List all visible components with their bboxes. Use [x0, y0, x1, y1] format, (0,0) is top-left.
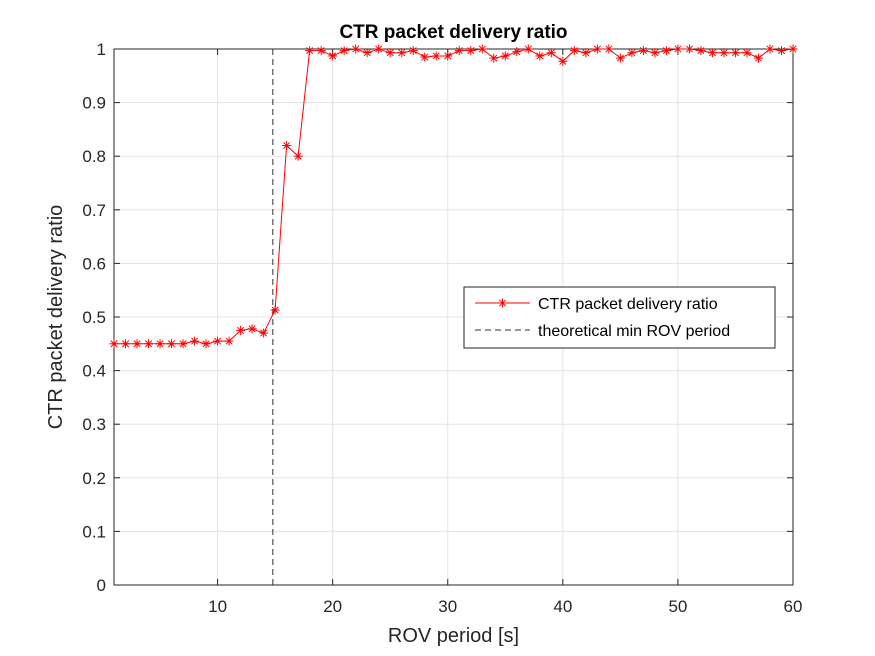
x-tick-label: 50: [668, 597, 687, 616]
y-tick-label: 0: [97, 576, 106, 595]
x-tick-label: 60: [784, 597, 803, 616]
data-point: [581, 48, 591, 58]
data-point: [788, 44, 798, 54]
data-point: [753, 53, 763, 63]
data-point: [569, 46, 579, 56]
x-tick-label: 30: [438, 597, 457, 616]
y-tick-label: 0.1: [82, 522, 106, 541]
data-point: [512, 47, 522, 57]
data-point: [742, 48, 752, 58]
data-point: [316, 46, 326, 56]
data-point: [489, 53, 499, 63]
legend-label-theoretical-min: theoretical min ROV period: [538, 323, 730, 340]
y-tick-label: 0.2: [82, 469, 106, 488]
data-point: [190, 336, 200, 346]
data-point: [558, 56, 568, 66]
data-point: [650, 48, 660, 58]
data-point: [247, 324, 257, 334]
data-point: [397, 48, 407, 58]
data-point: [730, 48, 740, 58]
data-point: [351, 44, 361, 54]
data-point: [546, 48, 556, 58]
data-point: [776, 46, 786, 56]
x-tick-label: 40: [553, 597, 572, 616]
data-point: [592, 44, 602, 54]
data-point: [144, 339, 154, 349]
legend-marker-asterisk: [498, 298, 507, 308]
data-point: [305, 46, 315, 56]
data-point: [615, 53, 625, 63]
legend-box: [463, 286, 776, 349]
y-tick-label: 0.5: [82, 308, 106, 327]
x-tick-label: 10: [208, 597, 227, 616]
data-point: [385, 48, 395, 58]
data-point: [178, 339, 188, 349]
y-tick-label: 0.6: [82, 254, 106, 273]
data-point: [627, 48, 637, 58]
data-point: [155, 339, 165, 349]
data-point: [293, 151, 303, 161]
data-point: [236, 325, 246, 335]
data-point: [523, 44, 533, 54]
data-point: [696, 46, 706, 56]
data-point: [661, 46, 671, 56]
data-point: [408, 46, 418, 56]
data-point: [707, 48, 717, 58]
data-point: [282, 140, 292, 150]
data-point: [500, 51, 510, 61]
data-point: [339, 46, 349, 56]
data-point: [638, 46, 648, 56]
data-point: [270, 305, 280, 315]
y-tick-label: 0.7: [82, 201, 106, 220]
data-point: [420, 52, 430, 62]
data-point: [109, 339, 119, 349]
data-point: [431, 51, 441, 61]
legend: * CTR packet delivery ratio theoretical …: [463, 286, 776, 349]
chart-title: CTR packet delivery ratio: [339, 22, 567, 43]
y-tick-label: 1: [97, 40, 106, 59]
y-tick-label: 0.3: [82, 415, 106, 434]
data-point: [673, 44, 683, 54]
data-point: [121, 339, 131, 349]
data-point: [201, 339, 211, 349]
data-point: [213, 336, 223, 346]
data-point: [765, 44, 775, 54]
data-point: [466, 46, 476, 56]
data-point: [132, 339, 142, 349]
axis-ticks: 10 20 30 40 50 60 0 0.1 0.2 0.3 0.4 0.5 0.6 0.7 0.8 0.9…: [82, 40, 802, 616]
data-point: [362, 48, 372, 58]
data-point: [259, 328, 269, 338]
data-point: [604, 44, 614, 54]
data-point: [454, 46, 464, 56]
y-tick-label: 0.4: [82, 362, 106, 381]
y-axis-label: CTR packet delivery ratio: [45, 205, 67, 430]
data-point: [535, 51, 545, 61]
y-tick-label: 0.9: [82, 94, 106, 113]
data-point: [224, 336, 234, 346]
series-layer: [109, 44, 798, 585]
data-point: [374, 44, 384, 54]
data-point: [328, 51, 338, 61]
x-tick-label: 20: [323, 597, 342, 616]
data-point: [684, 44, 694, 54]
y-tick-label: 0.8: [82, 147, 106, 166]
legend-label-ctr-ratio: CTR packet delivery ratio: [538, 296, 718, 313]
data-point: [443, 51, 453, 61]
data-point: [477, 44, 487, 54]
x-axis-label: ROV period [s]: [388, 625, 519, 647]
data-point: [167, 339, 177, 349]
data-point: [719, 48, 729, 58]
